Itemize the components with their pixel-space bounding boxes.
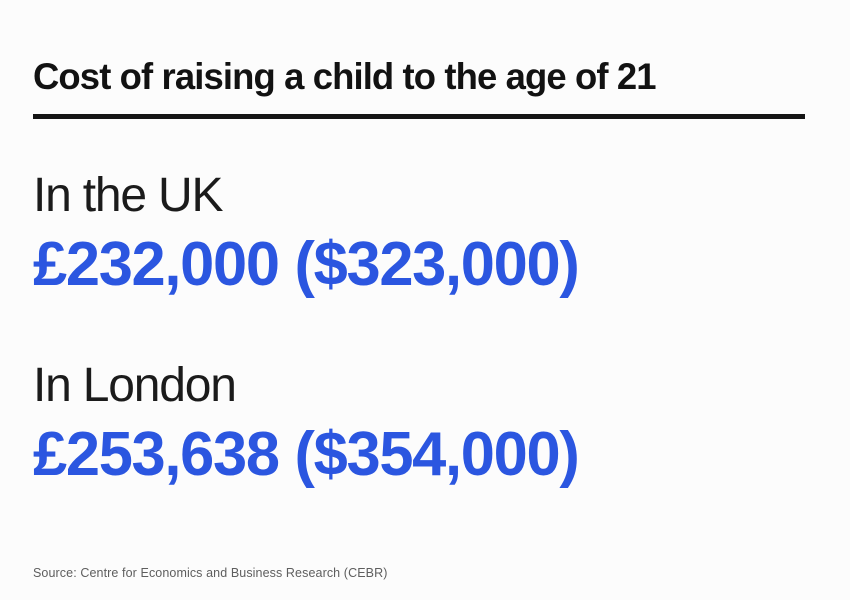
stat-label-london: In London [33, 359, 237, 412]
stat-block-london: In London £253,638 ($354,000) [33, 358, 823, 491]
source-attribution: Source: Centre for Economics and Busines… [33, 566, 388, 580]
title-divider [33, 114, 805, 119]
stat-value-london: £253,638 ($354,000) [33, 420, 580, 489]
stat-block-uk: In the UK £232,000 ($323,000) [33, 168, 823, 301]
stat-value-uk: £232,000 ($323,000) [33, 230, 580, 299]
page-title: Cost of raising a child to the age of 21 [33, 56, 657, 97]
stat-label-uk: In the UK [33, 169, 224, 222]
